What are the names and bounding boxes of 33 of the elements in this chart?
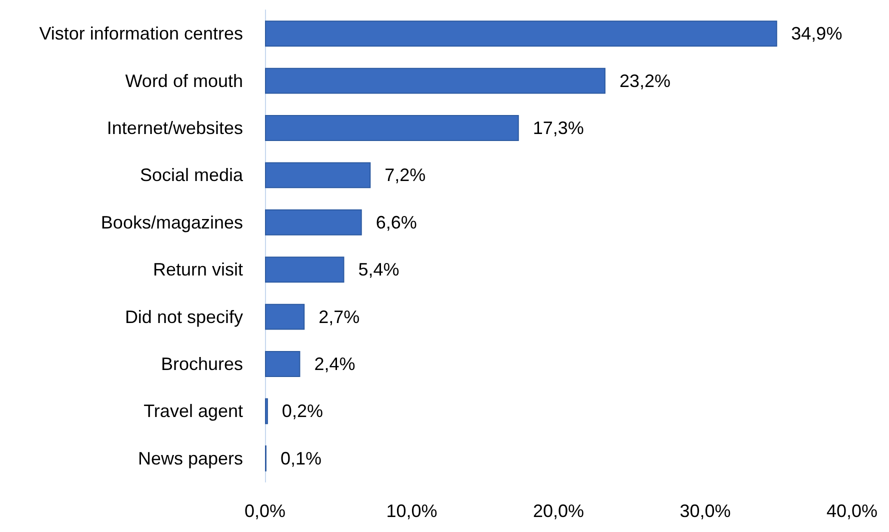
bar — [265, 209, 362, 236]
bar — [265, 162, 371, 188]
bar — [265, 115, 519, 141]
data-label: 0,2% — [282, 401, 323, 422]
y-tick-label: Did not specify — [124, 306, 243, 327]
x-tick-label: 40,0% — [826, 501, 878, 521]
bar — [265, 20, 778, 47]
y-tick-label: Social media — [140, 165, 244, 186]
data-label: 5,4% — [358, 260, 400, 280]
x-tick-label: 0,0% — [244, 501, 286, 521]
y-tick-label: Brochures — [160, 354, 243, 374]
x-tick-label: 10,0% — [386, 501, 438, 521]
bar — [265, 68, 606, 94]
data-label: 6,6% — [376, 212, 417, 232]
bar — [265, 351, 300, 377]
bar — [265, 256, 344, 283]
y-tick-label: Word of mouth — [125, 70, 243, 91]
y-tick-label: Internet/websites — [106, 118, 243, 138]
y-tick-label: Books/magazines — [100, 212, 243, 232]
data-label: 0,1% — [280, 448, 322, 468]
y-tick-label: Vistor information centres — [39, 24, 243, 44]
data-label: 34,9% — [791, 24, 842, 44]
y-tick-label: Return visit — [152, 260, 243, 280]
y-tick-label: News papers — [138, 448, 243, 468]
y-tick-label: Travel agent — [144, 401, 243, 422]
x-tick-label: 30,0% — [680, 501, 731, 521]
x-tick-label: 20,0% — [532, 501, 584, 521]
bar — [265, 304, 305, 330]
data-label: 17,3% — [532, 118, 584, 138]
data-label: 2,7% — [318, 306, 360, 327]
data-label: 7,2% — [384, 165, 426, 186]
data-label: 23,2% — [619, 70, 671, 91]
data-label: 2,4% — [314, 354, 356, 374]
